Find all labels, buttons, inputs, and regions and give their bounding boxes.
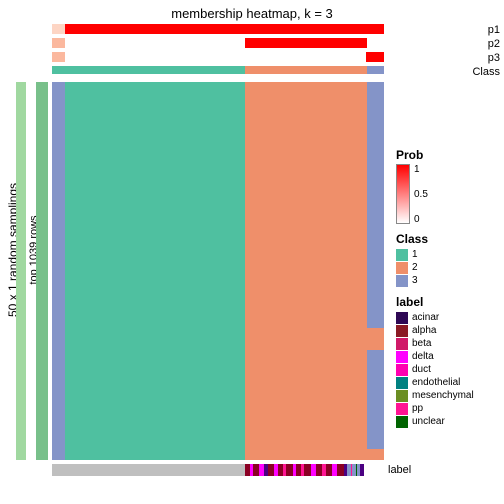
legend-class-item: 2 bbox=[396, 261, 500, 274]
top-strip-label-p3: p3 bbox=[488, 52, 500, 64]
legend-swatch-label: duct bbox=[412, 364, 431, 375]
legend-label-item: pp bbox=[396, 402, 500, 415]
top-strip-label-class_row: Class bbox=[472, 66, 500, 78]
legend-swatch-label: beta bbox=[412, 338, 431, 349]
legend-label-item: mesenchymal bbox=[396, 389, 500, 402]
legend-swatch bbox=[396, 364, 408, 376]
legend-swatch bbox=[396, 262, 408, 274]
label-segment bbox=[316, 464, 323, 476]
legend-swatch-label: 2 bbox=[412, 262, 418, 273]
label-segment bbox=[286, 464, 293, 476]
legend-swatch-label: pp bbox=[412, 403, 423, 414]
legend-prob-title: Prob bbox=[396, 148, 500, 162]
bottom-label-strip bbox=[52, 464, 384, 476]
heatmap-column bbox=[245, 82, 368, 460]
legend-label-item: unclear bbox=[396, 415, 500, 428]
heatmap-column bbox=[65, 82, 244, 460]
legend-swatch bbox=[396, 249, 408, 261]
legend-swatch-label: acinar bbox=[412, 312, 439, 323]
legend-swatch-label: 3 bbox=[412, 275, 418, 286]
top-annotation-strips: p1p2p3Class bbox=[52, 24, 384, 74]
legend-label-item: delta bbox=[396, 350, 500, 363]
legend-swatch bbox=[396, 275, 408, 287]
label-segment bbox=[52, 464, 245, 476]
legend-swatch-label: delta bbox=[412, 351, 434, 362]
top-strip-p1 bbox=[52, 24, 384, 34]
top-strip-p2 bbox=[52, 38, 384, 48]
legend-prob-tick: 0.5 bbox=[414, 189, 428, 200]
legend-swatch bbox=[396, 312, 408, 324]
heatmap-column bbox=[367, 82, 384, 460]
legend-prob-gradient bbox=[396, 164, 410, 224]
legend-swatch-label: mesenchymal bbox=[412, 390, 474, 401]
heatmap-column bbox=[52, 82, 65, 460]
legend-class-title: Class bbox=[396, 232, 500, 246]
legend-swatch bbox=[396, 351, 408, 363]
legend-label-item: duct bbox=[396, 363, 500, 376]
legend-swatch bbox=[396, 416, 408, 428]
legend-swatch bbox=[396, 338, 408, 350]
chart-title: membership heatmap, k = 3 bbox=[171, 6, 333, 21]
legend-swatch bbox=[396, 403, 408, 415]
top-strip-p3 bbox=[52, 52, 384, 62]
legend-swatch-label: endothelial bbox=[412, 377, 460, 388]
top-strip-label-p1: p1 bbox=[488, 24, 500, 36]
legend-class-item: 1 bbox=[396, 248, 500, 261]
legend-swatch bbox=[396, 377, 408, 389]
legend-class-item: 3 bbox=[396, 274, 500, 287]
legend-label-item: endothelial bbox=[396, 376, 500, 389]
bottom-strip-label: label bbox=[388, 464, 411, 476]
legend-swatch-label: alpha bbox=[412, 325, 436, 336]
label-segment bbox=[360, 464, 363, 476]
side-annotation-inner bbox=[36, 82, 48, 460]
legend-label-item: beta bbox=[396, 337, 500, 350]
label-segment bbox=[304, 464, 311, 476]
legend-swatch-label: 1 bbox=[412, 249, 418, 260]
legend-label-item: alpha bbox=[396, 324, 500, 337]
top-strip-label-p2: p2 bbox=[488, 38, 500, 50]
legend-label-item: acinar bbox=[396, 311, 500, 324]
label-segment bbox=[253, 464, 260, 476]
legend-prob-tick: 1 bbox=[414, 164, 420, 175]
label-segment bbox=[337, 464, 344, 476]
label-segment bbox=[326, 464, 333, 476]
label-segment bbox=[268, 464, 275, 476]
legend: Prob 1 0.5 0 Class 1 2 3 label acinar alpha beta del… bbox=[396, 140, 500, 428]
legend-swatch bbox=[396, 325, 408, 337]
heatmap-body bbox=[52, 82, 384, 460]
side-annotation-outer bbox=[16, 82, 26, 460]
legend-swatch-label: unclear bbox=[412, 416, 445, 427]
top-strip-class_row bbox=[52, 66, 384, 74]
legend-prob-tick: 0 bbox=[414, 214, 420, 225]
legend-swatch bbox=[396, 390, 408, 402]
legend-label-title: label bbox=[396, 295, 500, 309]
